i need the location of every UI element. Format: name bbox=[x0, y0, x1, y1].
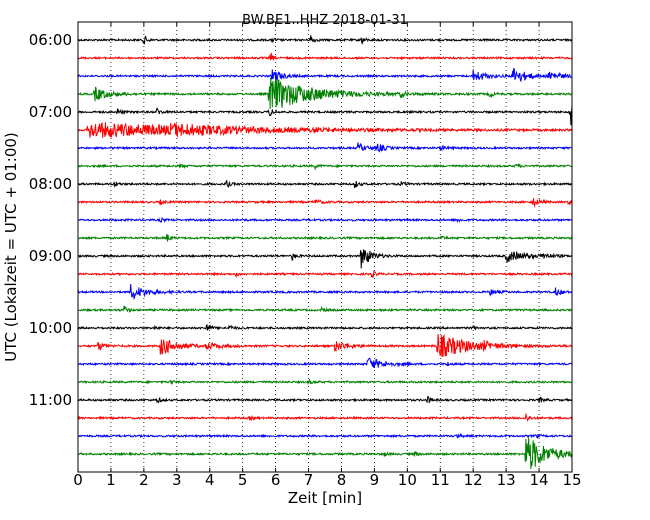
y-tick-label: 09:00 bbox=[29, 247, 72, 265]
x-tick-label: 13 bbox=[497, 471, 516, 489]
trace-1130 bbox=[77, 432, 573, 439]
x-tick-label: 2 bbox=[139, 471, 149, 489]
chart-title: BW.BE1..HHZ 2018-01-31 bbox=[242, 13, 408, 28]
trace-0630 bbox=[77, 67, 573, 83]
y-axis-ticks: 06:00 07:00 08:00 09:00 10:00 11:00 bbox=[29, 31, 572, 409]
x-tick-label: 8 bbox=[337, 471, 347, 489]
trace-0815 bbox=[77, 198, 573, 208]
trace-1145 bbox=[77, 437, 573, 469]
trace-1045 bbox=[77, 378, 573, 386]
x-tick-label: 12 bbox=[464, 471, 483, 489]
y-tick-label: 10:00 bbox=[29, 319, 72, 337]
trace-0945 bbox=[77, 305, 573, 314]
trace-0745 bbox=[77, 163, 573, 171]
trace-layer bbox=[77, 35, 573, 469]
x-tick-label: 10 bbox=[398, 471, 417, 489]
y-tick-label: 11:00 bbox=[29, 391, 72, 409]
x-tick-label: 7 bbox=[304, 471, 314, 489]
x-tick-label: 11 bbox=[431, 471, 450, 489]
trace-1000 bbox=[77, 324, 573, 331]
trace-0715 bbox=[77, 122, 573, 138]
trace-1115 bbox=[77, 412, 573, 422]
trace-0900 bbox=[77, 249, 573, 269]
y-tick-label: 07:00 bbox=[29, 103, 72, 121]
trace-0645 bbox=[77, 77, 573, 110]
x-tick-label: 5 bbox=[238, 471, 248, 489]
x-tick-label: 6 bbox=[271, 471, 281, 489]
trace-0730 bbox=[77, 142, 573, 153]
x-tick-label: 4 bbox=[205, 471, 215, 489]
trace-0915 bbox=[77, 270, 573, 279]
grid-lines bbox=[110, 22, 540, 472]
trace-1100 bbox=[77, 395, 573, 404]
trace-0930 bbox=[77, 283, 573, 300]
x-tick-label: 15 bbox=[562, 471, 581, 489]
x-tick-label: 0 bbox=[73, 471, 83, 489]
y-tick-label: 06:00 bbox=[29, 31, 72, 49]
x-tick-label: 3 bbox=[172, 471, 182, 489]
trace-0830 bbox=[77, 216, 573, 224]
trace-1015 bbox=[77, 333, 573, 358]
y-tick-label: 08:00 bbox=[29, 175, 72, 193]
x-axis-ticks: 0 1 2 3 4 5 6 7 8 9 10 11 12 13 14 15 bbox=[73, 22, 582, 489]
x-tick-label: 14 bbox=[530, 471, 549, 489]
trace-0600 bbox=[77, 35, 573, 45]
trace-0800 bbox=[77, 179, 573, 189]
trace-1030 bbox=[77, 357, 573, 369]
x-tick-label: 1 bbox=[106, 471, 116, 489]
y-axis-title: UTC (Lokalzeit = UTC + 01:00) bbox=[2, 132, 20, 362]
trace-0700 bbox=[77, 105, 573, 126]
x-tick-label: 9 bbox=[370, 471, 380, 489]
plot-frame bbox=[77, 21, 573, 473]
trace-0615 bbox=[77, 52, 573, 61]
trace-0845 bbox=[77, 233, 573, 242]
x-axis-title: Zeit [min] bbox=[288, 489, 362, 507]
